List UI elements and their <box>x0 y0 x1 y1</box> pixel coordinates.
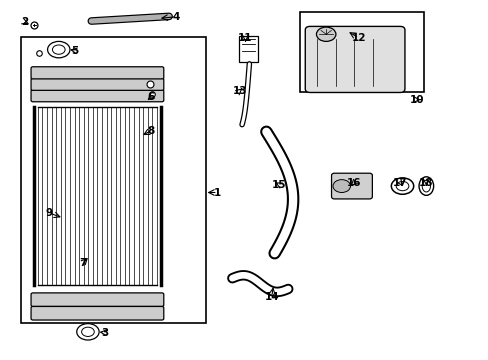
Circle shape <box>395 181 408 191</box>
Text: 2: 2 <box>21 17 28 27</box>
Bar <box>21 37 205 323</box>
Circle shape <box>390 178 413 194</box>
Circle shape <box>47 41 70 58</box>
Circle shape <box>77 324 99 340</box>
Text: 6: 6 <box>147 92 155 102</box>
Ellipse shape <box>421 180 429 192</box>
Bar <box>238 36 258 62</box>
Text: 12: 12 <box>351 33 365 43</box>
FancyBboxPatch shape <box>31 90 163 102</box>
Text: 3: 3 <box>101 328 108 338</box>
Text: 14: 14 <box>264 292 279 302</box>
Text: 15: 15 <box>272 180 286 190</box>
Text: 5: 5 <box>72 46 79 56</box>
Text: 18: 18 <box>418 177 433 188</box>
FancyBboxPatch shape <box>331 173 372 199</box>
Bar <box>300 12 424 93</box>
Ellipse shape <box>418 177 433 195</box>
Text: 9: 9 <box>45 208 53 218</box>
FancyBboxPatch shape <box>31 306 163 320</box>
Text: 16: 16 <box>346 177 361 188</box>
Text: 4: 4 <box>172 12 180 22</box>
Circle shape <box>81 327 94 337</box>
Circle shape <box>316 27 335 41</box>
Text: 8: 8 <box>147 126 155 136</box>
Text: 11: 11 <box>238 33 252 43</box>
Text: 10: 10 <box>409 95 424 105</box>
Text: 13: 13 <box>232 86 246 96</box>
FancyBboxPatch shape <box>31 293 163 306</box>
FancyBboxPatch shape <box>31 78 163 90</box>
Text: 1: 1 <box>214 188 221 198</box>
Circle shape <box>332 180 350 193</box>
FancyBboxPatch shape <box>305 26 404 93</box>
Text: 17: 17 <box>392 177 407 188</box>
Text: 7: 7 <box>79 258 86 268</box>
Circle shape <box>52 45 65 54</box>
FancyBboxPatch shape <box>31 67 163 79</box>
